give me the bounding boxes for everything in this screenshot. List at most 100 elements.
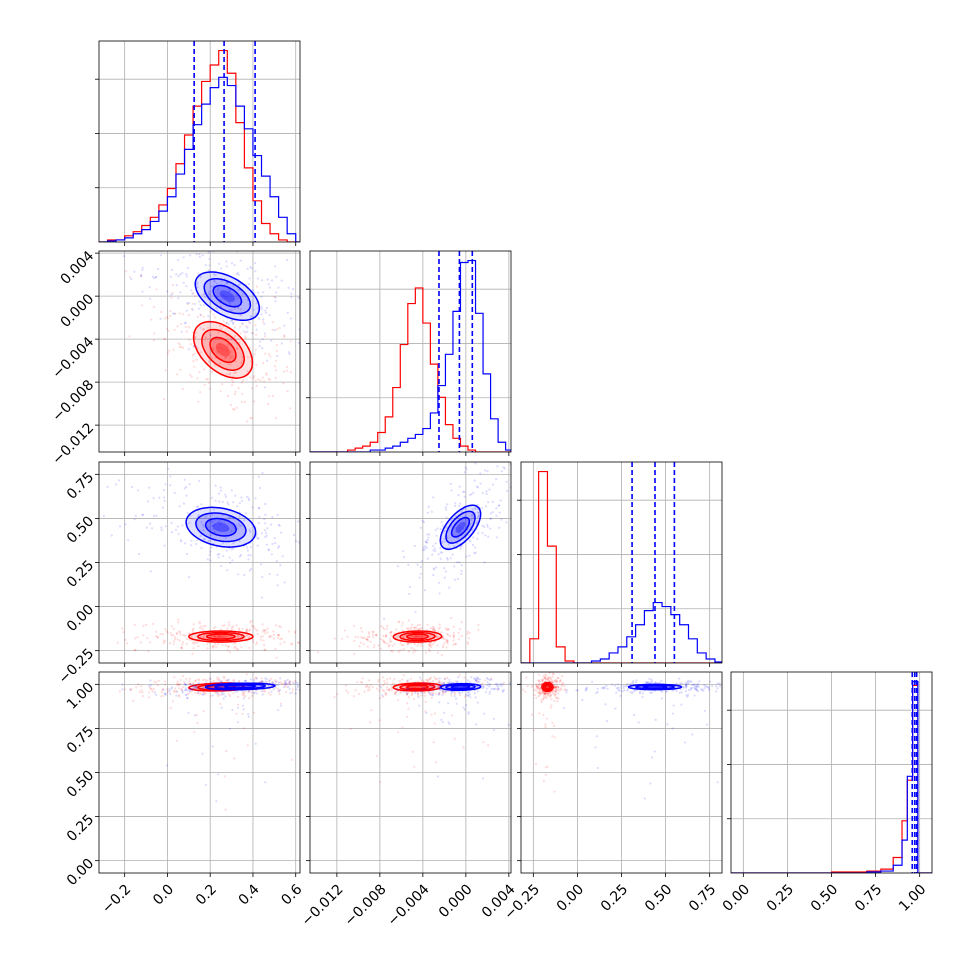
sample-point	[186, 511, 189, 515]
sample-point	[220, 628, 223, 631]
sample-point	[264, 502, 267, 506]
sample-point	[497, 687, 500, 691]
sample-point	[477, 623, 480, 627]
sample-point	[377, 689, 380, 692]
sample-point	[259, 340, 262, 343]
sample-point	[230, 309, 233, 312]
sample-point	[282, 686, 286, 689]
sample-point	[226, 627, 229, 630]
sample-point	[150, 527, 154, 530]
sample-point	[390, 634, 393, 637]
sample-point	[209, 694, 212, 698]
sample-point	[163, 692, 166, 695]
sample-point	[549, 706, 552, 709]
sample-point	[526, 685, 529, 688]
sample-point	[537, 679, 540, 683]
sample-point	[672, 712, 675, 715]
sample-point	[428, 641, 432, 644]
sample-point	[255, 333, 258, 336]
sample-point	[615, 687, 619, 690]
sample-point	[239, 554, 242, 557]
sample-point	[200, 520, 203, 524]
sample-point	[294, 679, 297, 683]
sample-point	[203, 368, 206, 371]
sample-point	[188, 638, 191, 641]
sample-point	[462, 746, 465, 749]
sample-point	[632, 690, 635, 693]
sample-point	[420, 691, 423, 694]
sample-point	[442, 682, 445, 685]
sample-point	[397, 731, 400, 734]
sample-point	[402, 643, 405, 647]
sample-point	[722, 689, 724, 691]
sample-point	[637, 721, 640, 724]
sample-point	[184, 321, 187, 324]
sample-point	[147, 500, 150, 503]
sample-point	[442, 690, 445, 693]
sample-point	[250, 620, 253, 623]
sample-point	[390, 640, 393, 643]
sample-point	[201, 752, 204, 755]
sample-point	[185, 330, 188, 333]
sample-point	[407, 627, 410, 630]
sample-point	[169, 484, 172, 487]
contour-blue	[212, 284, 243, 308]
sample-point	[277, 683, 280, 687]
sample-point	[288, 352, 291, 356]
sample-point	[436, 527, 439, 530]
sample-point	[177, 275, 180, 278]
sample-point	[438, 687, 441, 691]
sample-point	[621, 690, 624, 693]
sample-point	[544, 773, 547, 776]
sample-point	[175, 632, 178, 635]
sample-point	[116, 641, 119, 644]
sample-point	[207, 251, 210, 254]
sample-point	[195, 686, 198, 690]
sample-point	[188, 683, 191, 686]
sample-point	[162, 337, 166, 340]
sample-point	[260, 680, 263, 683]
sample-point	[649, 782, 652, 785]
sample-point	[434, 677, 437, 681]
sample-point	[214, 274, 217, 277]
sample-point	[191, 242, 193, 244]
sample-point	[684, 741, 687, 744]
sample-point	[416, 644, 419, 647]
sample-point	[166, 764, 169, 767]
sample-point	[245, 628, 248, 631]
sample-point	[132, 699, 135, 702]
sample-point	[270, 339, 273, 342]
sample-point	[539, 692, 542, 695]
sample-point	[549, 694, 552, 697]
sample-point	[698, 680, 701, 683]
sample-point	[279, 677, 282, 680]
sample-point	[440, 521, 443, 524]
sample-point	[236, 703, 240, 707]
sample-point	[192, 681, 195, 685]
sample-point	[440, 631, 443, 634]
sample-point	[139, 641, 142, 644]
sample-point	[429, 636, 432, 639]
sample-point	[199, 686, 202, 689]
sample-point	[277, 286, 280, 289]
sample-point	[240, 362, 243, 365]
sample-point	[367, 639, 370, 642]
sample-point	[268, 286, 271, 289]
sample-point	[265, 678, 268, 681]
sample-point	[463, 490, 466, 494]
sample-point	[283, 581, 286, 584]
sample-point	[418, 576, 421, 579]
sample-point	[545, 674, 548, 677]
sample-point	[493, 728, 496, 732]
sample-point	[187, 632, 190, 635]
sample-point	[353, 639, 356, 642]
sample-point	[534, 763, 538, 766]
sample-point	[258, 507, 261, 510]
sample-point	[160, 695, 163, 698]
sample-point	[691, 684, 694, 687]
sample-point	[361, 630, 364, 633]
sample-point	[418, 683, 421, 686]
sample-point	[252, 625, 255, 628]
sample-point	[257, 537, 260, 540]
sample-point	[565, 691, 568, 694]
